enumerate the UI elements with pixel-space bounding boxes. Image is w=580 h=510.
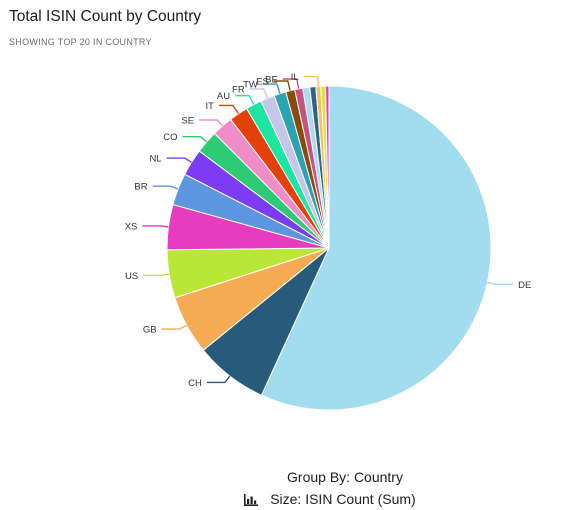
size-by-label: Size: ISIN Count (Sum) bbox=[40, 491, 580, 509]
pie-slice-unlabeled-19[interactable] bbox=[324, 85, 330, 249]
leader-line-es bbox=[273, 80, 291, 91]
slice-label-br: BR bbox=[134, 182, 147, 193]
slice-label-xs: XS bbox=[125, 221, 138, 232]
pie-slice-de[interactable] bbox=[260, 85, 492, 411]
leader-line-br bbox=[152, 185, 179, 190]
leader-line-se bbox=[199, 119, 223, 127]
chart-subtitle: SHOWING TOP 20 IN COUNTRY bbox=[9, 37, 152, 47]
slice-label-es: ES bbox=[256, 77, 269, 88]
slice-label-fr: FR bbox=[232, 84, 245, 95]
size-by-text: Size: ISIN Count (Sum) bbox=[270, 491, 416, 507]
slice-label-nl: NL bbox=[150, 154, 162, 165]
slice-label-il: IL bbox=[291, 72, 299, 83]
leader-line-co bbox=[182, 135, 208, 143]
slice-label-be: BE bbox=[265, 75, 278, 86]
leader-line-gb bbox=[161, 324, 187, 330]
leader-line-be bbox=[282, 78, 300, 90]
leader-line-us bbox=[143, 273, 170, 277]
slice-label-tw: TW bbox=[243, 80, 258, 91]
group-by-label: Group By: Country bbox=[55, 469, 580, 485]
slice-label-au: AU bbox=[217, 91, 230, 102]
slice-label-se: SE bbox=[181, 116, 194, 127]
slice-label-de: DE bbox=[518, 280, 531, 291]
slice-label-us: US bbox=[125, 271, 138, 282]
leader-line-au bbox=[235, 94, 255, 105]
group-by-text: Group By: Country bbox=[287, 469, 403, 485]
leader-line-nl bbox=[166, 157, 192, 163]
leader-line-tw bbox=[262, 83, 281, 94]
leader-line-it bbox=[218, 104, 239, 115]
leader-line-de bbox=[487, 281, 514, 285]
leader-line-fr bbox=[249, 88, 269, 99]
slice-label-co: CO bbox=[163, 132, 177, 143]
slice-label-it: IT bbox=[205, 101, 214, 112]
leader-line-il bbox=[303, 75, 319, 87]
slice-label-ch: CH bbox=[188, 378, 202, 389]
leader-line-ch bbox=[206, 375, 231, 384]
leader-line-xs bbox=[142, 225, 169, 228]
bar-chart-icon bbox=[244, 493, 259, 509]
chart-title: Total ISIN Count by Country bbox=[9, 8, 202, 25]
slice-label-gb: GB bbox=[143, 325, 157, 336]
